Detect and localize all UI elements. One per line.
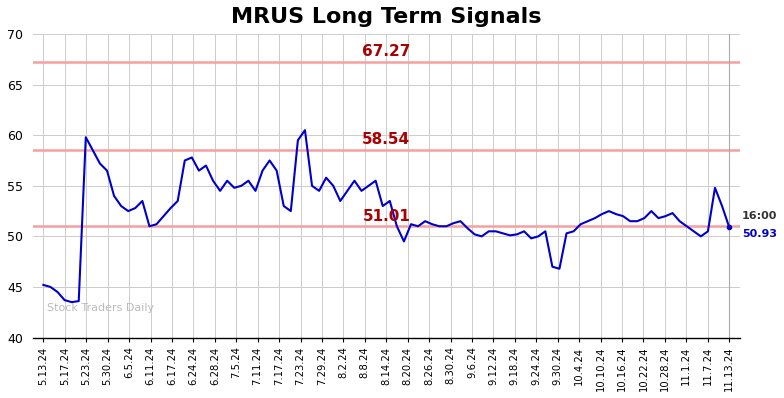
Text: 50.93: 50.93 bbox=[742, 229, 777, 239]
Text: 51.01: 51.01 bbox=[362, 209, 410, 224]
Text: 67.27: 67.27 bbox=[362, 44, 411, 59]
Title: MRUS Long Term Signals: MRUS Long Term Signals bbox=[231, 7, 542, 27]
Text: 58.54: 58.54 bbox=[362, 133, 410, 147]
Text: 16:00: 16:00 bbox=[742, 211, 778, 221]
Text: Stock Traders Daily: Stock Traders Daily bbox=[47, 303, 154, 313]
